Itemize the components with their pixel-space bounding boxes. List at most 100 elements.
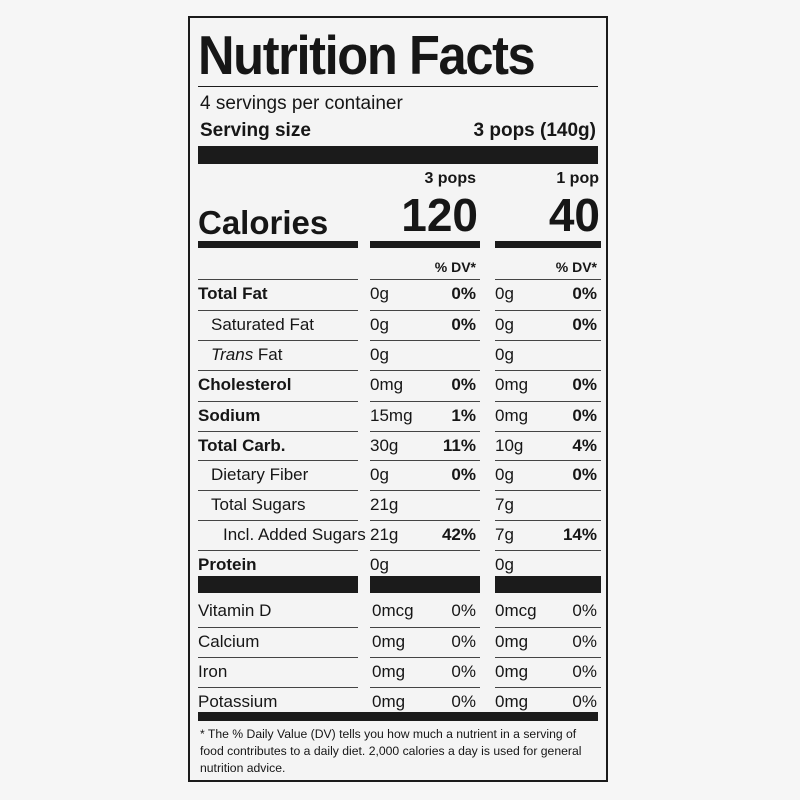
row-divider <box>370 687 480 688</box>
serving-size-label: Serving size <box>200 120 311 141</box>
dv-1-pop: 0% <box>572 375 597 394</box>
column-header-1: 3 pops <box>424 170 476 187</box>
row-divider <box>495 490 601 491</box>
row-divider <box>370 460 480 461</box>
title-divider <box>198 86 598 87</box>
row-divider <box>370 310 480 311</box>
nutrient-name: Dietary Fiber <box>211 465 309 484</box>
nutrient-row: Saturated Fat 0g 0% 0g 0% <box>190 310 606 339</box>
row-divider <box>370 431 480 432</box>
vitamin-divider-mid <box>370 576 480 593</box>
dv-3-pops: 0% <box>451 284 476 303</box>
row-divider <box>198 520 358 521</box>
nutrient-name: Total Carb. <box>198 436 286 455</box>
row-divider <box>370 279 480 280</box>
row-divider <box>198 401 358 402</box>
amount-3-pops: 0g <box>370 465 389 484</box>
vitamin-name: Potassium <box>198 692 278 711</box>
vitamin-name: Calcium <box>198 632 260 651</box>
nutrient-name-italic: Trans <box>211 345 254 364</box>
row-divider <box>370 340 480 341</box>
vitamin-amount-3-pops: 0mcg <box>372 601 414 620</box>
amount-1-pop: 0g <box>495 345 514 364</box>
nutrient-row: Dietary Fiber 0g 0% 0g 0% <box>190 460 606 489</box>
servings-per-container: 4 servings per container <box>200 93 403 114</box>
row-divider <box>198 657 358 658</box>
row-divider <box>198 490 358 491</box>
nutrient-row: Total Carb. 30g 11% 10g 4% <box>190 431 606 460</box>
row-divider <box>495 657 601 658</box>
row-divider <box>198 627 358 628</box>
nutrient-row: Total Fat 0g 0% 0g 0% <box>190 279 606 308</box>
dv-3-pops: 0% <box>451 315 476 334</box>
row-divider <box>370 520 480 521</box>
serving-size-value: 3 pops (140g) <box>473 120 596 141</box>
amount-1-pop: 0g <box>495 315 514 334</box>
nutrient-name: Cholesterol <box>198 375 292 394</box>
nutrient-row: Total Sugars 21g 7g <box>190 490 606 519</box>
dv-1-pop: 0% <box>572 406 597 425</box>
nutrient-row: Cholesterol 0mg 0% 0mg 0% <box>190 370 606 399</box>
amount-3-pops: 0g <box>370 555 389 574</box>
vitamin-amount-1-pop: 0mg <box>495 662 529 681</box>
vitamin-dv-1-pop: 0% <box>572 601 597 620</box>
vitamin-dv-3-pops: 0% <box>451 632 476 651</box>
amount-1-pop: 10g <box>495 436 524 455</box>
column-header-2: 1 pop <box>556 170 599 187</box>
dv-1-pop: 14% <box>562 525 597 544</box>
amount-1-pop: 0g <box>495 555 514 574</box>
dv-1-pop: 0% <box>572 284 597 303</box>
calories-value-1: 120 <box>401 189 478 241</box>
nutrient-name: Total Sugars <box>211 495 306 514</box>
amount-3-pops: 0g <box>370 315 389 334</box>
nutrition-facts-panel: Nutrition Facts 4 servings per container… <box>188 16 608 782</box>
vitamin-name: Vitamin D <box>198 601 272 620</box>
row-divider <box>370 550 480 551</box>
daily-value-footnote: * The % Daily Value (DV) tells you how m… <box>200 727 582 775</box>
calories-value-2: 40 <box>548 189 600 241</box>
calories-label: Calories <box>198 204 329 241</box>
row-divider <box>370 657 480 658</box>
vitamin-name: Iron <box>198 662 228 681</box>
dv-3-pops: 1% <box>451 406 476 425</box>
row-divider <box>198 460 358 461</box>
vitamin-row: Potassium 0mg 0% 0mg 0% <box>190 687 606 716</box>
vitamin-row: Iron 0mg 0% 0mg 0% <box>190 657 606 686</box>
nutrient-name: Sodium <box>198 406 261 425</box>
dv-header-1: % DV* <box>434 259 476 275</box>
amount-1-pop: 0mg <box>495 375 529 394</box>
row-divider <box>495 687 601 688</box>
row-divider <box>495 401 601 402</box>
nutrient-name: Saturated Fat <box>211 315 315 334</box>
calories-divider-mid <box>370 241 480 248</box>
amount-3-pops: 15mg <box>370 406 413 425</box>
row-divider <box>198 340 358 341</box>
nutrient-row: Sodium 15mg 1% 0mg 0% <box>190 401 606 430</box>
vitamin-row: Calcium 0mg 0% 0mg 0% <box>190 627 606 656</box>
amount-1-pop: 0mg <box>495 406 529 425</box>
row-divider <box>495 431 601 432</box>
row-divider <box>495 460 601 461</box>
panel-title: Nutrition Facts <box>198 24 536 86</box>
row-divider <box>495 520 601 521</box>
amount-1-pop: 0g <box>495 465 514 484</box>
amount-1-pop: 0g <box>495 284 514 303</box>
row-divider <box>198 431 358 432</box>
nutrient-name: Total Fat <box>198 284 268 303</box>
vitamin-dv-3-pops: 0% <box>451 692 476 711</box>
amount-3-pops: 21g <box>370 495 399 514</box>
calories-divider-right <box>495 241 601 248</box>
amount-3-pops: 0g <box>370 284 389 303</box>
vitamin-dv-1-pop: 0% <box>572 692 597 711</box>
vitamin-divider-left <box>198 576 358 593</box>
row-divider <box>198 310 358 311</box>
vitamin-amount-1-pop: 0mg <box>495 632 529 651</box>
row-divider <box>370 370 480 371</box>
calories-divider-left <box>198 241 358 248</box>
row-divider <box>198 279 358 280</box>
amount-3-pops: 21g <box>370 525 399 544</box>
vitamin-amount-1-pop: 0mcg <box>495 601 537 620</box>
dv-3-pops: 42% <box>441 525 476 544</box>
nutrient-row: Protein 0g 0g <box>190 550 606 579</box>
vitamin-dv-1-pop: 0% <box>572 662 597 681</box>
